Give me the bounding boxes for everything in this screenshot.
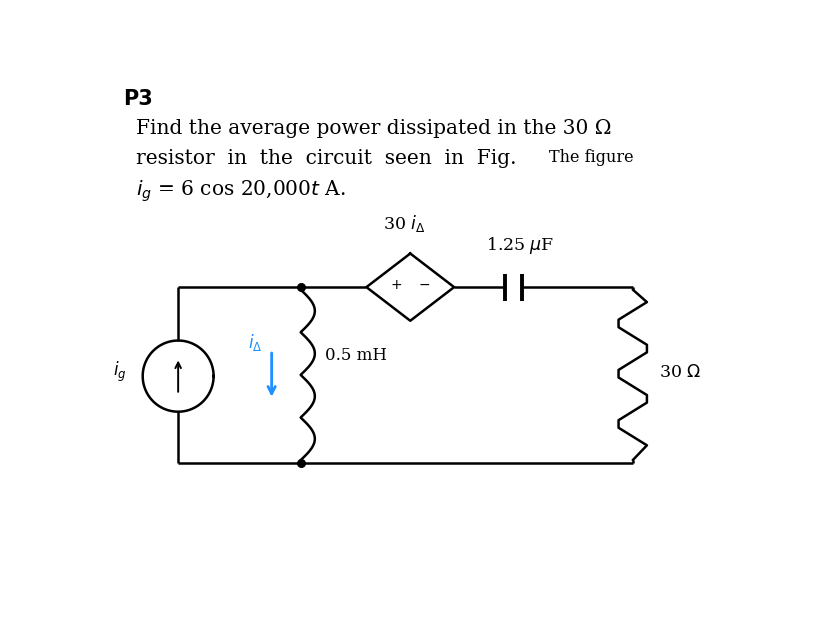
Text: $i_g$: $i_g$ [113, 360, 126, 385]
Text: Find the average power dissipated in the 30 Ω: Find the average power dissipated in the… [136, 119, 612, 138]
Text: P3: P3 [123, 89, 153, 109]
Text: 0.5 mH: 0.5 mH [324, 347, 387, 363]
Text: 1.25 $\mu$F: 1.25 $\mu$F [486, 235, 554, 256]
Text: −: − [418, 277, 430, 291]
Text: $i_g$ = 6 cos 20,000$t$ A.: $i_g$ = 6 cos 20,000$t$ A. [136, 178, 346, 204]
Text: 30 $\Omega$: 30 $\Omega$ [659, 364, 701, 381]
Text: $i_\Delta$: $i_\Delta$ [248, 332, 263, 352]
Text: 30 $i_\Delta$: 30 $i_\Delta$ [383, 213, 425, 234]
Text: The figure: The figure [549, 149, 633, 166]
Text: +: + [390, 277, 402, 291]
Text: resistor  in  the  circuit  seen  in  Fig.: resistor in the circuit seen in Fig. [136, 149, 517, 168]
